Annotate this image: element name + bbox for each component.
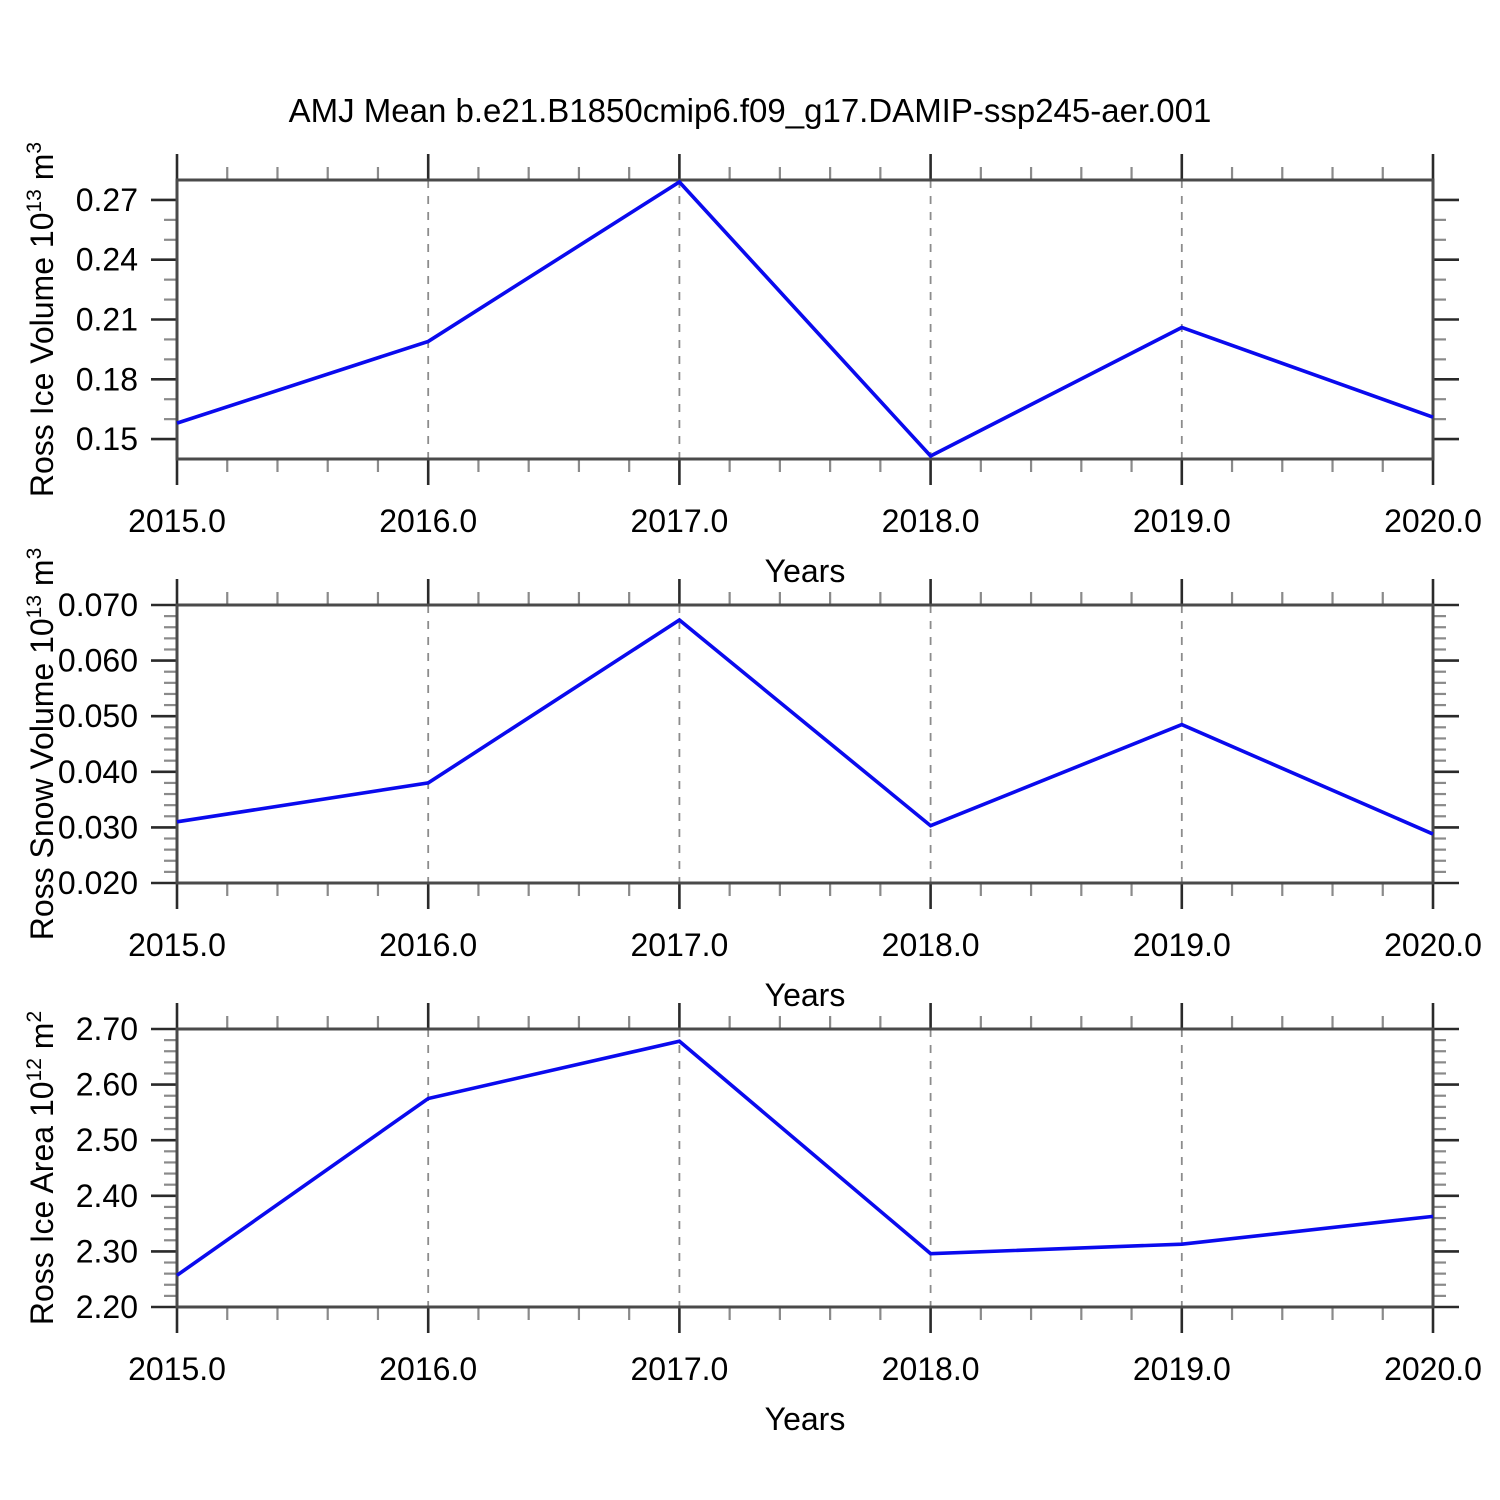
y-axis-title-superscript: 13 — [23, 189, 46, 212]
y-axis-title-part: Ross Ice Area 10 — [24, 1081, 60, 1325]
x-tick-label: 2018.0 — [882, 927, 980, 963]
y-tick-label: 2.50 — [76, 1122, 138, 1158]
y-tick-label: 2.40 — [76, 1178, 138, 1214]
y-tick-label: 0.24 — [76, 242, 138, 278]
y-tick-label: 2.60 — [76, 1067, 138, 1103]
x-tick-label: 2019.0 — [1133, 927, 1231, 963]
y-tick-label: 0.18 — [76, 361, 138, 397]
y-axis-title-part: Ross Ice Volume 10 — [24, 213, 60, 498]
x-tick-label: 2018.0 — [882, 503, 980, 539]
y-axis-title: Ross Ice Area 1012 m2 — [23, 1011, 60, 1325]
x-tick-label: 2018.0 — [882, 1351, 980, 1387]
y-tick-label: 0.21 — [76, 302, 138, 338]
chart-title: AMJ Mean b.e21.B1850cmip6.f09_g17.DAMIP-… — [288, 92, 1212, 129]
x-tick-label: 2020.0 — [1384, 503, 1482, 539]
plot-frame — [175, 1027, 1435, 1309]
y-axis-title-superscript: 13 — [23, 595, 46, 618]
chart-panel-3: 2.20 2.30 2.40 2.50 2.60 2.70 2015.0 2016.0 2017… — [23, 1003, 1482, 1437]
x-tick-label: 2020.0 — [1384, 927, 1482, 963]
y-tick-label: 0.040 — [58, 754, 138, 790]
y-axis-title-superscript: 3 — [23, 548, 46, 560]
x-tick-label: 2016.0 — [379, 1351, 477, 1387]
x-axis-title: Years — [765, 977, 846, 1013]
x-tick-label: 2016.0 — [379, 503, 477, 539]
x-tick-label: 2017.0 — [630, 927, 728, 963]
x-tick-label: 2019.0 — [1133, 503, 1231, 539]
plot-frame — [175, 178, 1435, 461]
y-axis-title-superscript: 2 — [23, 1011, 46, 1023]
x-axis-title: Years — [765, 553, 846, 589]
chart-panel-1: 0.15 0.18 0.21 0.24 0.27 2015.0 2016.0 2017.0 20… — [23, 142, 1482, 589]
y-tick-label: 0.15 — [76, 421, 138, 457]
x-tick-label: 2015.0 — [128, 927, 226, 963]
x-tick-label: 2015.0 — [128, 1351, 226, 1387]
y-tick-label: 0.030 — [58, 809, 138, 845]
x-tick-label: 2020.0 — [1384, 1351, 1482, 1387]
x-tick-label: 2017.0 — [630, 1351, 728, 1387]
y-tick-label: 2.30 — [76, 1233, 138, 1269]
y-tick-label: 0.020 — [58, 865, 138, 901]
y-tick-label: 0.070 — [58, 587, 138, 623]
y-tick-label: 2.20 — [76, 1289, 138, 1325]
chart-panel-2: 0.020 0.030 0.040 0.050 0.060 0.070 2015.0 2016… — [23, 548, 1482, 1013]
y-axis-title-superscript: 3 — [23, 142, 46, 154]
plot-frame — [175, 603, 1435, 885]
x-axis-title: Years — [765, 1401, 846, 1437]
data-line-series — [175, 1039, 1434, 1277]
y-tick-label: 0.27 — [76, 182, 138, 218]
y-axis-title-part: m — [24, 559, 60, 595]
data-line-series — [176, 617, 1434, 836]
y-tick-label: 2.70 — [76, 1011, 138, 1047]
y-axis-title-superscript: 12 — [23, 1058, 46, 1081]
y-axis-title-part: m — [24, 1023, 60, 1059]
y-axis-title: Ross Snow Volume 1013 m3 — [23, 548, 60, 941]
x-tick-label: 2019.0 — [1133, 1351, 1231, 1387]
y-axis-title-part: m — [24, 154, 60, 190]
y-tick-label: 0.060 — [58, 643, 138, 679]
y-axis-title: Ross Ice Volume 1013 m3 — [23, 142, 60, 497]
x-tick-label: 2016.0 — [379, 927, 477, 963]
x-tick-label: 2017.0 — [630, 503, 728, 539]
y-tick-label: 0.050 — [58, 698, 138, 734]
x-tick-label: 2015.0 — [128, 503, 226, 539]
data-line-series — [176, 179, 1434, 459]
y-axis-title-part: Ross Snow Volume 10 — [24, 618, 60, 940]
